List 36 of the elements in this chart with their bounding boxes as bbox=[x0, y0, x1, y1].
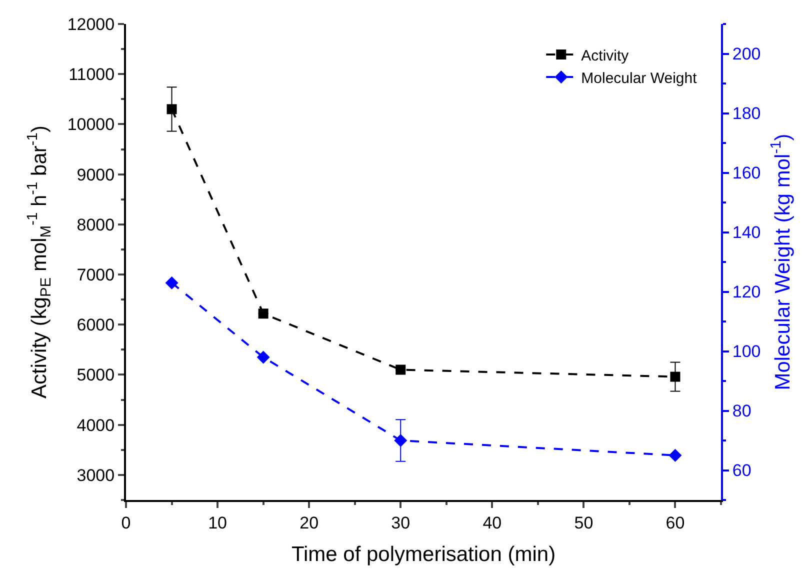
point bbox=[165, 276, 178, 290]
x-tick-label: 30 bbox=[391, 513, 410, 532]
y-tick-label: 7000 bbox=[76, 265, 115, 284]
y2-tick-label: 160 bbox=[732, 164, 761, 183]
y-tick-label: 8000 bbox=[76, 215, 115, 234]
y2-tick-label: 180 bbox=[732, 104, 761, 124]
y-tick-label: 6000 bbox=[76, 316, 115, 335]
legend-label: Activity bbox=[581, 47, 630, 64]
legend-label: Molecular Weight bbox=[581, 70, 698, 87]
y2-tick-label: 120 bbox=[732, 282, 761, 302]
point bbox=[256, 350, 270, 364]
x-tick-label: 0 bbox=[121, 513, 131, 532]
x-tick-label: 50 bbox=[574, 513, 594, 532]
y-tick-label: 5000 bbox=[76, 366, 115, 385]
point bbox=[396, 364, 406, 375]
point bbox=[166, 104, 177, 114]
y2-tick-label: 140 bbox=[732, 223, 761, 242]
x-axis-title: Time of polymerisation (min) bbox=[291, 543, 556, 566]
y-tick-label: 11000 bbox=[68, 65, 115, 84]
y2-tick-label: 100 bbox=[732, 342, 761, 362]
y-tick-label: 10000 bbox=[67, 115, 115, 134]
y2-tick-label: 60 bbox=[732, 461, 752, 480]
y-tick-label: 9000 bbox=[76, 165, 115, 184]
y-tick-label: 12000 bbox=[67, 14, 115, 34]
point bbox=[258, 308, 268, 319]
x-tick-label: 10 bbox=[208, 513, 227, 532]
point bbox=[670, 372, 680, 382]
x-tick-label: 60 bbox=[666, 513, 685, 532]
x-tick-label: 40 bbox=[482, 513, 502, 532]
x-tick-label: 20 bbox=[300, 513, 319, 532]
y2-tick-label: 200 bbox=[732, 44, 761, 64]
y-tick-label: 4000 bbox=[76, 416, 115, 435]
y2-tick-label: 80 bbox=[732, 402, 752, 421]
y-tick-label: 3000 bbox=[76, 466, 115, 485]
point bbox=[394, 434, 408, 447]
point bbox=[668, 448, 682, 462]
